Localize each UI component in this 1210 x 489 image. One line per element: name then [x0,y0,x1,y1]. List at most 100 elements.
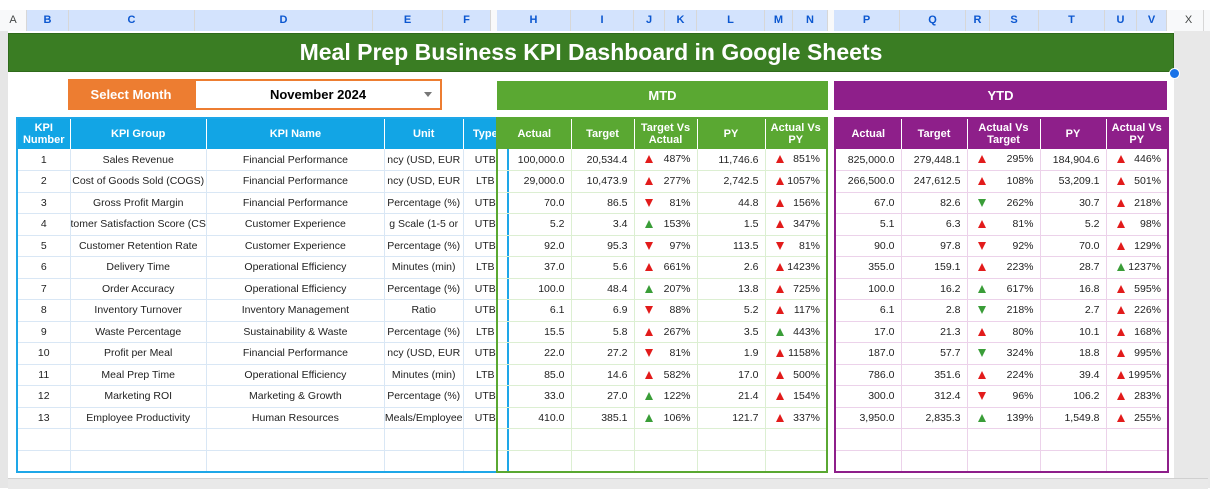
kpi-number-cell[interactable]: 2 [17,170,71,193]
ytd-target-cell[interactable]: 247,612.5 [901,170,968,193]
kpi-name-cell[interactable]: Marketing & Growth [206,385,385,408]
empty-cell[interactable] [1106,428,1169,451]
ytd-actual-vs-py-cell[interactable]: 218% [1106,192,1169,214]
mtd-target-cell[interactable]: 14.6 [571,364,635,386]
mtd-py-cell[interactable]: 113.5 [697,235,766,257]
kpi-group-cell[interactable]: Marketing ROI [70,385,207,408]
col-header-t[interactable]: T [1039,10,1105,31]
ytd-actual-vs-py-cell[interactable]: 995% [1106,342,1169,365]
ytd-actual-vs-py-cell[interactable]: 595% [1106,278,1169,300]
ytd-actual-cell[interactable]: 187.0 [835,342,902,365]
mtd-actual-vs-py-cell[interactable]: 81% [765,235,828,257]
mtd-actual-vs-py-cell[interactable]: 443% [765,321,828,343]
mtd-actual-cell[interactable]: 29,000.0 [497,170,572,193]
unit-cell[interactable]: Ratio [384,299,464,322]
col-header-q[interactable]: Q [900,10,966,31]
kpi-name-cell[interactable]: Financial Performance [206,149,385,171]
kpi-number-cell[interactable]: 12 [17,385,71,408]
ytd-actual-vs-py-cell[interactable]: 501% [1106,170,1169,193]
kpi-group-cell[interactable]: Sales Revenue [70,149,207,171]
empty-cell[interactable] [571,450,635,472]
mtd-target-vs-actual-cell[interactable]: 661% [634,256,698,279]
ytd-actual-vs-target-cell[interactable]: 324% [967,342,1041,365]
kpi-group-cell[interactable]: Customer Retention Rate [70,235,207,257]
col-header-u[interactable]: U [1105,10,1137,31]
mtd-py-cell[interactable]: 44.8 [697,192,766,214]
kpi-number-cell[interactable]: 4 [17,213,71,236]
empty-cell[interactable] [1106,450,1169,472]
ytd-target-cell[interactable]: 97.8 [901,235,968,257]
ytd-target-cell[interactable]: 16.2 [901,278,968,300]
mtd-target-vs-actual-cell[interactable]: 153% [634,213,698,236]
mtd-target-vs-actual-cell[interactable]: 582% [634,364,698,386]
unit-cell[interactable]: Percentage (%) [384,235,464,257]
mtd-target-cell[interactable]: 20,534.4 [571,149,635,171]
kpi-group-cell[interactable]: Employee Productivity [70,407,207,429]
mtd-py-cell[interactable]: 17.0 [697,364,766,386]
ytd-py-cell[interactable]: 10.1 [1040,321,1107,343]
kpi-group-cell[interactable]: Waste Percentage [70,321,207,343]
unit-cell[interactable]: Meals/Employee [384,407,464,429]
mtd-actual-vs-py-cell[interactable]: 117% [765,299,828,322]
mtd-actual-vs-py-cell[interactable]: 500% [765,364,828,386]
mtd-target-vs-actual-cell[interactable]: 81% [634,192,698,214]
unit-cell[interactable]: Percentage (%) [384,385,464,408]
unit-cell[interactable]: Minutes (min) [384,364,464,386]
unit-cell[interactable]: Minutes (min) [384,256,464,279]
kpi-name-cell[interactable]: Human Resources [206,407,385,429]
empty-cell[interactable] [634,428,698,451]
ytd-actual-cell[interactable]: 266,500.0 [835,170,902,193]
mtd-actual-cell[interactable]: 92.0 [497,235,572,257]
col-header-n[interactable]: N [793,10,828,31]
mtd-actual-cell[interactable]: 5.2 [497,213,572,236]
empty-cell[interactable] [206,450,385,472]
mtd-actual-cell[interactable]: 70.0 [497,192,572,214]
mtd-target-vs-actual-cell[interactable]: 277% [634,170,698,193]
mtd-target-cell[interactable]: 10,473.9 [571,170,635,193]
mtd-py-cell[interactable]: 13.8 [697,278,766,300]
col-header-i[interactable]: I [571,10,634,31]
kpi-number-cell[interactable]: 9 [17,321,71,343]
kpi-group-cell[interactable]: Meal Prep Time [70,364,207,386]
col-header-p[interactable]: P [834,10,900,31]
ytd-actual-vs-py-cell[interactable]: 283% [1106,385,1169,408]
ytd-target-cell[interactable]: 2,835.3 [901,407,968,429]
empty-cell[interactable] [384,428,464,451]
ytd-py-cell[interactable]: 30.7 [1040,192,1107,214]
kpi-name-cell[interactable]: Financial Performance [206,342,385,365]
mtd-actual-cell[interactable]: 100,000.0 [497,149,572,171]
mtd-target-vs-actual-cell[interactable]: 81% [634,342,698,365]
ytd-actual-cell[interactable]: 5.1 [835,213,902,236]
mtd-target-cell[interactable]: 27.0 [571,385,635,408]
mtd-target-cell[interactable]: 5.6 [571,256,635,279]
empty-cell[interactable] [634,450,698,472]
col-header-e[interactable]: E [373,10,443,31]
ytd-py-cell[interactable]: 2.7 [1040,299,1107,322]
mtd-actual-vs-py-cell[interactable]: 1158% [765,342,828,365]
kpi-number-cell[interactable]: 7 [17,278,71,300]
mtd-actual-cell[interactable]: 85.0 [497,364,572,386]
ytd-py-cell[interactable]: 28.7 [1040,256,1107,279]
kpi-name-cell[interactable]: Sustainability & Waste [206,321,385,343]
mtd-py-cell[interactable]: 2.6 [697,256,766,279]
ytd-actual-vs-py-cell[interactable]: 226% [1106,299,1169,322]
unit-cell[interactable]: ncy (USD, EUR [384,342,464,365]
mtd-py-cell[interactable]: 5.2 [697,299,766,322]
ytd-actual-vs-target-cell[interactable]: 81% [967,213,1041,236]
dashboard-title[interactable]: Meal Prep Business KPI Dashboard in Goog… [8,33,1174,72]
kpi-group-cell[interactable]: Inventory Turnover [70,299,207,322]
kpi-number-cell[interactable]: 1 [17,149,71,171]
kpi-group-cell[interactable]: Order Accuracy [70,278,207,300]
kpi-group-cell[interactable]: Cost of Goods Sold (COGS) [70,170,207,193]
mtd-target-cell[interactable]: 385.1 [571,407,635,429]
kpi-number-cell[interactable]: 11 [17,364,71,386]
col-header-b[interactable]: B [27,10,69,31]
ytd-actual-vs-target-cell[interactable]: 80% [967,321,1041,343]
empty-cell[interactable] [697,450,766,472]
kpi-name-cell[interactable]: Operational Efficiency [206,364,385,386]
ytd-target-cell[interactable]: 57.7 [901,342,968,365]
ytd-actual-cell[interactable]: 100.0 [835,278,902,300]
empty-cell[interactable] [967,450,1041,472]
empty-cell[interactable] [967,428,1041,451]
mtd-py-cell[interactable]: 11,746.6 [697,149,766,171]
